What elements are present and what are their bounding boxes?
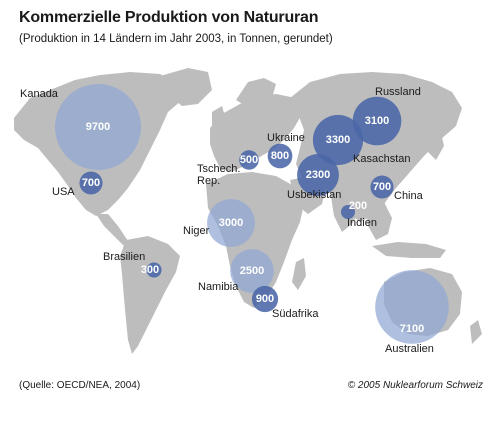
bubble-value-niger: 3000 bbox=[219, 217, 243, 229]
country-label-brasilien: Brasilien bbox=[103, 251, 145, 263]
bubble-value-kanada: 9700 bbox=[86, 121, 110, 133]
landmass-south-america bbox=[120, 236, 180, 354]
country-label-usbekistan: Usbekistan bbox=[287, 189, 341, 201]
bubble-value-ukraine: 800 bbox=[271, 150, 289, 162]
landmass-europe bbox=[210, 94, 302, 172]
landmass-central-america bbox=[96, 214, 132, 248]
bubble-value-tschechien: 500 bbox=[240, 154, 258, 166]
bubble-usbekistan bbox=[297, 154, 339, 196]
landmass-indonesia bbox=[372, 242, 446, 258]
copyright-note: © 2005 Nuklearforum Schweiz bbox=[347, 380, 483, 391]
bubble-suedafrika bbox=[251, 285, 279, 313]
bubble-layer: 9700 700 300 3000 2500 900 500 800 3100 3300 2300 7… bbox=[55, 84, 449, 344]
bubble-value-suedafrika: 900 bbox=[256, 293, 274, 305]
landmass-japan bbox=[428, 128, 444, 160]
country-label-ukraine: Ukraine bbox=[267, 132, 305, 144]
country-label-tschechien: Tschech. Rep. bbox=[197, 163, 240, 187]
bubble-ukraine bbox=[267, 143, 293, 169]
country-label-kanada: Kanada bbox=[20, 88, 59, 100]
bubble-niger bbox=[207, 199, 255, 247]
bubble-value-kasachstan: 3300 bbox=[326, 134, 350, 146]
landmass-southeast-asia bbox=[366, 202, 392, 240]
bubble-value-usa: 700 bbox=[82, 177, 100, 189]
bubble-tschechien bbox=[239, 150, 259, 170]
country-label-namibia: Namibia bbox=[198, 281, 239, 293]
bubble-value-indien: 200 bbox=[349, 200, 367, 212]
bubble-usa bbox=[79, 171, 103, 195]
page-title: Kommerzielle Produktion von Natururan bbox=[19, 9, 319, 26]
country-label-suedafrika: Südafrika bbox=[272, 308, 319, 320]
source-note: (Quelle: OECD/NEA, 2004) bbox=[19, 380, 141, 391]
label-layer: Kanada USA Brasilien Niger Namibia Südafrika T… bbox=[20, 86, 434, 355]
country-label-indien: Indien bbox=[347, 217, 377, 229]
bubble-kasachstan bbox=[312, 114, 364, 166]
landmass-scandinavia bbox=[236, 78, 276, 106]
bubble-value-china: 700 bbox=[373, 181, 391, 193]
country-label-niger: Niger bbox=[183, 225, 210, 237]
landmass-britain bbox=[212, 106, 226, 130]
bubble-value-australien: 7100 bbox=[400, 323, 424, 335]
page-subtitle: (Produktion in 14 Ländern im Jahr 2003, … bbox=[19, 33, 333, 45]
landmass-new-zealand bbox=[470, 320, 482, 344]
bubble-china bbox=[370, 175, 394, 199]
bubble-namibia bbox=[230, 249, 274, 293]
country-label-kasachstan: Kasachstan bbox=[353, 153, 410, 165]
bubble-kanada bbox=[55, 84, 141, 170]
country-label-russland: Russland bbox=[375, 86, 421, 98]
bubble-value-brasilien: 300 bbox=[141, 264, 159, 276]
bubble-brasilien bbox=[146, 262, 162, 278]
bubble-value-namibia: 2500 bbox=[240, 265, 264, 277]
country-label-china: China bbox=[394, 190, 424, 202]
country-label-usa: USA bbox=[52, 186, 75, 198]
landmass-madagascar bbox=[292, 258, 306, 290]
bubble-value-russland: 3100 bbox=[365, 115, 389, 127]
bubble-value-usbekistan: 2300 bbox=[306, 169, 330, 181]
bubble-indien bbox=[341, 205, 355, 219]
landmass-greenland bbox=[160, 68, 212, 106]
country-label-australien: Australien bbox=[385, 343, 434, 355]
bubble-russland bbox=[352, 96, 402, 146]
bubble-australien bbox=[375, 270, 449, 344]
